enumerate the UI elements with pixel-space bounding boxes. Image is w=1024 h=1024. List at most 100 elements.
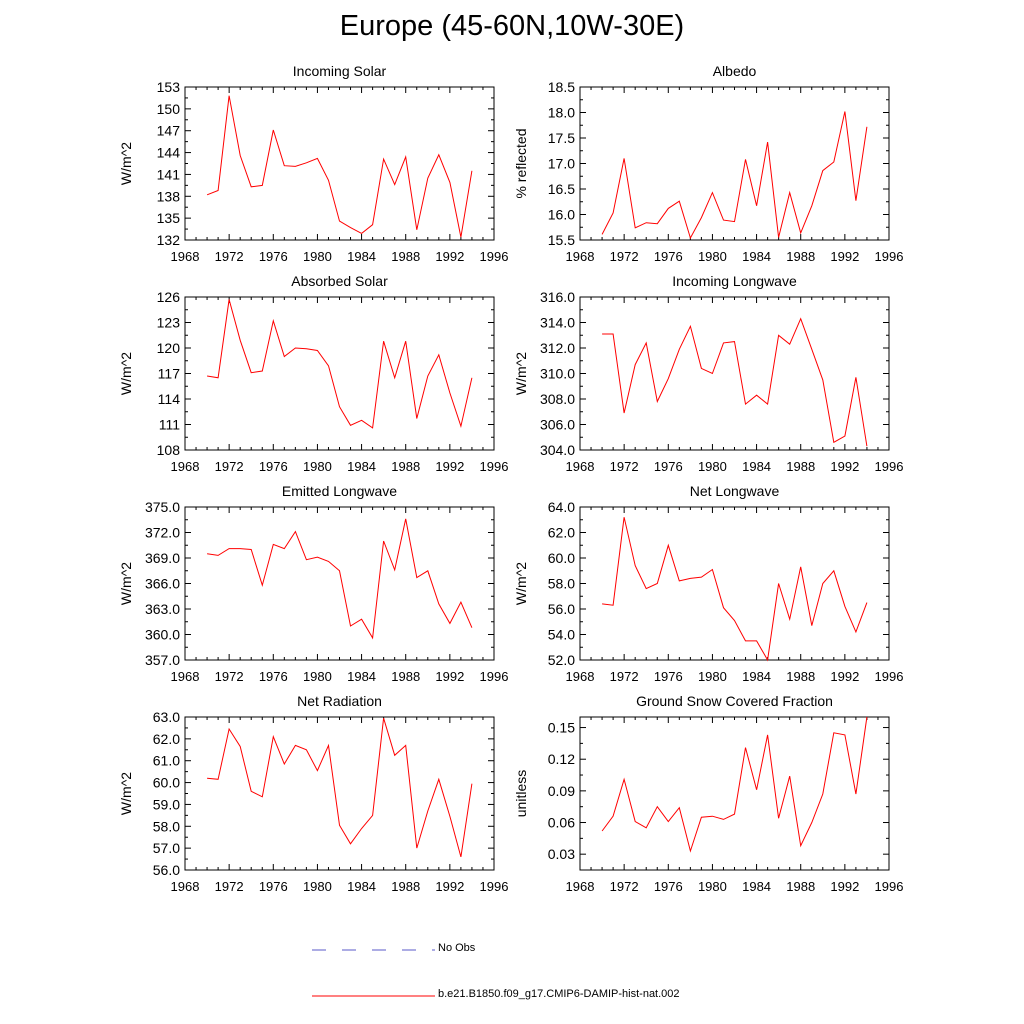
- chart-panel: Net Longwave W/m^2 1968 1972 1976 1980 1984 198…: [513, 483, 903, 684]
- chart-title: Net Radiation: [297, 693, 382, 709]
- x-tick-label: 1968: [566, 459, 595, 474]
- x-tick-label: 1976: [259, 459, 288, 474]
- y-axis-label: W/m^2: [118, 142, 134, 185]
- chart-panel: Net Radiation W/m^2 1968 1972 1976 1980 1984 19…: [118, 693, 508, 894]
- x-tick-label: 1980: [303, 249, 332, 264]
- legend-model-line-icon: [312, 995, 435, 997]
- y-tick-label: 153: [157, 79, 181, 95]
- x-tick-label: 1968: [566, 879, 595, 894]
- y-tick-label: 58.0: [548, 576, 575, 592]
- y-tick-label: 0.06: [548, 815, 575, 831]
- x-tick-label: 1992: [830, 669, 859, 684]
- y-tick-label: 15.5: [548, 232, 575, 248]
- x-tick-label: 1980: [698, 669, 727, 684]
- chart-title: Ground Snow Covered Fraction: [636, 693, 833, 709]
- series-line: [206, 95, 473, 238]
- y-axis-label: W/m^2: [513, 352, 529, 395]
- y-tick-label: 150: [157, 101, 181, 117]
- y-tick-label: 111: [159, 417, 180, 433]
- x-tick-label: 1968: [566, 669, 595, 684]
- y-tick-label: 56.0: [548, 601, 575, 617]
- x-tick-label: 1972: [610, 669, 639, 684]
- chart-panel: Incoming Longwave W/m^2 1968 1972 1976 1980 19…: [513, 273, 903, 474]
- series-line: [601, 716, 868, 853]
- x-tick-label: 1992: [830, 249, 859, 264]
- x-tick-label: 1968: [171, 879, 200, 894]
- x-tick-label: 1992: [435, 879, 464, 894]
- chart-title: Net Longwave: [690, 483, 780, 499]
- x-tick-label: 1972: [610, 459, 639, 474]
- y-tick-label: 59.0: [153, 796, 180, 812]
- x-tick-label: 1984: [742, 249, 771, 264]
- y-tick-label: 64.0: [548, 499, 575, 515]
- y-tick-label: 132: [157, 232, 181, 248]
- y-tick-label: 312.0: [540, 340, 575, 356]
- y-tick-label: 54.0: [548, 627, 575, 643]
- x-tick-label: 1984: [347, 249, 376, 264]
- x-tick-label: 1984: [347, 879, 376, 894]
- plot-frame: [184, 506, 495, 661]
- y-tick-label: 363.0: [145, 601, 180, 617]
- y-tick-label: 58.0: [153, 818, 180, 834]
- x-tick-label: 1976: [654, 669, 683, 684]
- legend-obs-line-icon: [312, 949, 435, 951]
- x-tick-label: 1976: [259, 249, 288, 264]
- y-axis-label: unitless: [513, 770, 529, 817]
- x-tick-label: 1992: [830, 459, 859, 474]
- y-tick-label: 56.0: [153, 862, 180, 878]
- x-tick-label: 1968: [171, 459, 200, 474]
- series-line: [207, 717, 473, 858]
- x-tick-label: 1984: [742, 459, 771, 474]
- y-axis-label: W/m^2: [118, 352, 134, 395]
- y-tick-label: 108: [157, 442, 181, 458]
- y-tick-label: 304.0: [540, 442, 575, 458]
- x-tick-label: 1988: [391, 459, 420, 474]
- y-tick-label: 138: [157, 188, 181, 204]
- x-tick-label: 1972: [215, 669, 244, 684]
- chart-panel: Incoming Solar W/m^2 1968 1972 1976 1980 1984 1…: [118, 63, 508, 264]
- x-tick-label: 1996: [480, 879, 509, 894]
- x-tick-label: 1980: [698, 249, 727, 264]
- y-tick-label: 120: [157, 340, 181, 356]
- chart-panel: Albedo % reflected 1968 1972 1976 1980 1984 198…: [513, 63, 903, 264]
- y-tick-label: 17.0: [548, 156, 575, 172]
- y-tick-label: 0.03: [548, 846, 575, 862]
- x-tick-label: 1988: [391, 879, 420, 894]
- y-tick-label: 357.0: [145, 652, 180, 668]
- x-tick-label: 1996: [875, 669, 904, 684]
- legend-model: b.e21.B1850.f09_g17.CMIP6-DAMIP-hist-nat…: [312, 988, 732, 1004]
- x-tick-label: 1988: [391, 669, 420, 684]
- x-tick-label: 1968: [171, 669, 200, 684]
- y-tick-label: 0.12: [548, 751, 575, 767]
- y-tick-label: 16.5: [548, 181, 575, 197]
- y-tick-label: 372.0: [145, 525, 180, 541]
- y-tick-label: 52.0: [548, 652, 575, 668]
- plot-frame: [579, 716, 890, 871]
- y-tick-label: 18.0: [548, 105, 575, 121]
- x-tick-label: 1988: [391, 249, 420, 264]
- x-tick-label: 1992: [435, 669, 464, 684]
- x-tick-label: 1976: [654, 459, 683, 474]
- x-tick-label: 1984: [347, 669, 376, 684]
- x-tick-label: 1996: [875, 879, 904, 894]
- y-tick-label: 62.0: [153, 731, 180, 747]
- x-tick-label: 1992: [435, 249, 464, 264]
- chart-panel: Emitted Longwave W/m^2 1968 1972 1976 1980 198…: [118, 483, 508, 684]
- y-tick-label: 314.0: [540, 315, 575, 331]
- y-tick-label: 17.5: [548, 130, 575, 146]
- y-axis-label: % reflected: [513, 128, 529, 198]
- x-tick-label: 1980: [303, 459, 332, 474]
- y-tick-label: 375.0: [145, 499, 180, 515]
- x-tick-label: 1980: [698, 879, 727, 894]
- y-tick-label: 135: [157, 210, 181, 226]
- chart-title: Absorbed Solar: [291, 273, 388, 289]
- y-tick-label: 62.0: [548, 525, 575, 541]
- y-tick-label: 366.0: [145, 576, 180, 592]
- x-tick-label: 1968: [171, 249, 200, 264]
- legend-obs-label: No Obs: [438, 942, 476, 954]
- x-tick-label: 1984: [347, 459, 376, 474]
- chart-title: Incoming Solar: [293, 63, 387, 79]
- x-tick-label: 1968: [566, 249, 595, 264]
- y-axis-label: W/m^2: [118, 772, 134, 815]
